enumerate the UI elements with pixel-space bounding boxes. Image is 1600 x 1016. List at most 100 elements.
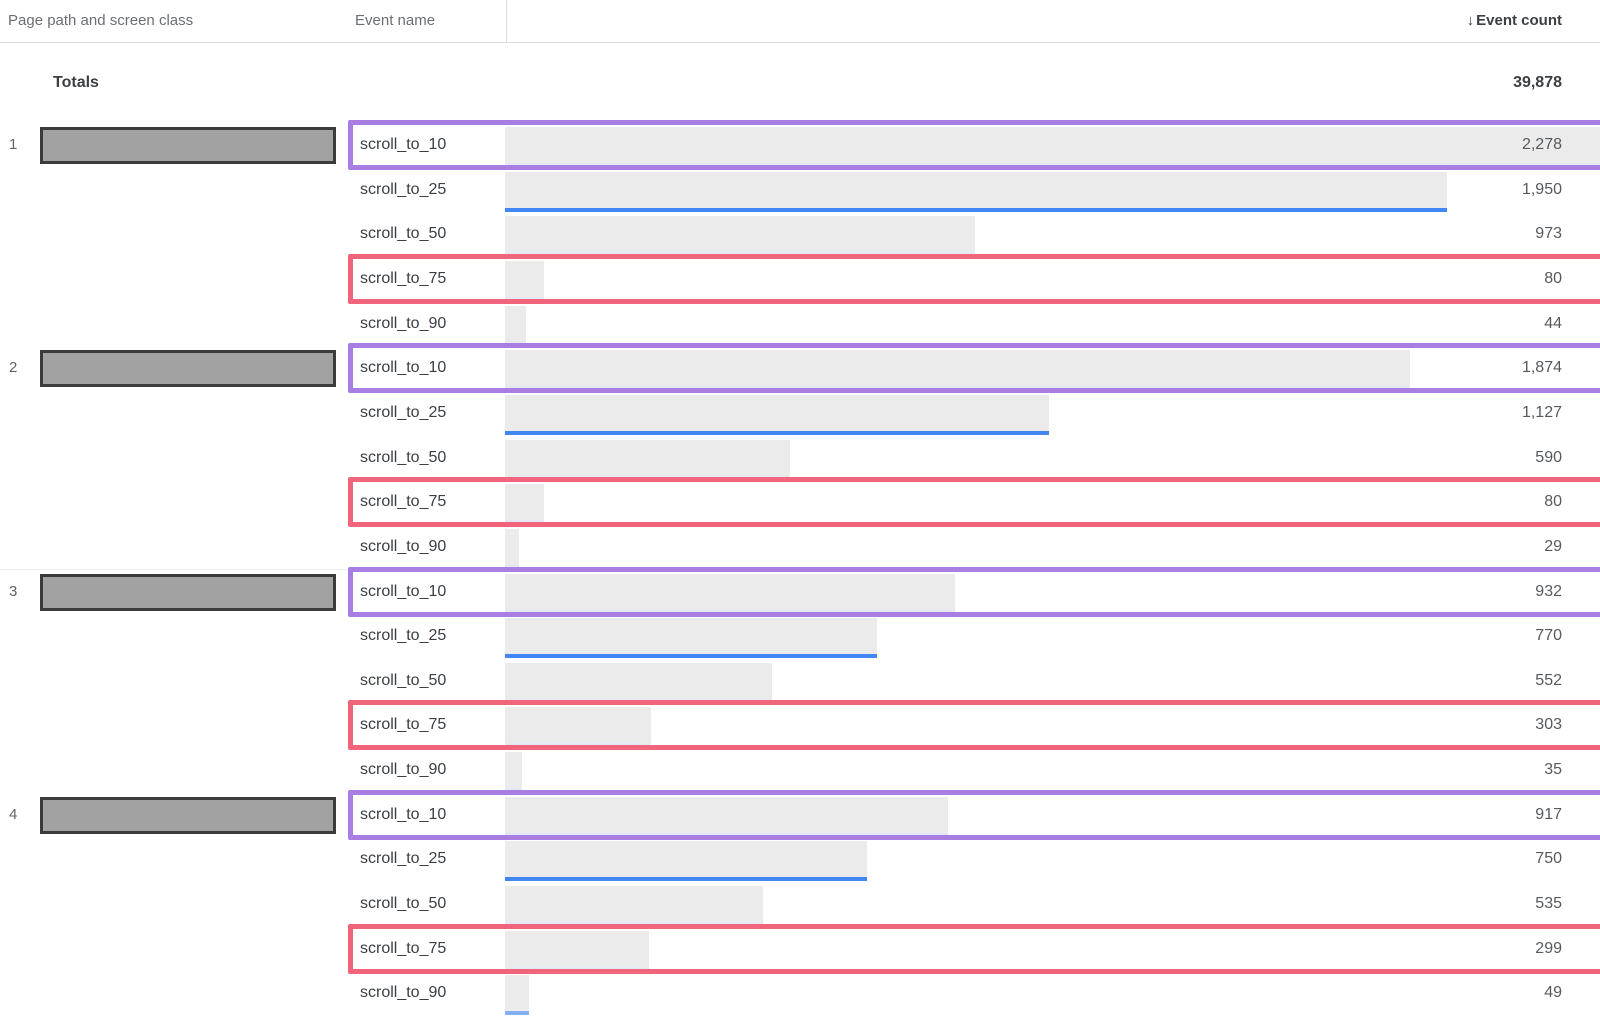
table-row: scroll_to_50 973	[0, 212, 1600, 258]
table-row: scroll_to_75 303	[0, 700, 1600, 751]
event-name-cell: scroll_to_75	[360, 493, 447, 511]
table-row: 4 scroll_to_10 917	[0, 789, 1600, 840]
event-count-bar	[505, 216, 975, 253]
event-name-cell: scroll_to_50	[360, 671, 447, 689]
table-header-row: Page path and screen class Event name ↓ E…	[0, 0, 1600, 43]
event-name-cell: scroll_to_10	[360, 805, 447, 823]
column-header-event-name[interactable]: Event name	[355, 12, 436, 29]
column-header-page-path[interactable]: Page path and screen class	[8, 12, 194, 29]
bar-underline	[505, 564, 519, 569]
event-count-bar	[505, 662, 772, 699]
event-count-bar	[505, 752, 522, 789]
event-name-cell: scroll_to_10	[360, 582, 447, 600]
event-name-cell: scroll_to_10	[360, 359, 447, 377]
event-name-cell: scroll_to_75	[360, 716, 447, 734]
row-index: 1	[9, 136, 18, 153]
event-name-cell: scroll_to_90	[360, 537, 447, 555]
event-count-bar	[505, 260, 544, 297]
event-count-bar	[505, 796, 948, 833]
event-count-bar	[505, 127, 1600, 163]
table-body: 1 scroll_to_10 2,278 scroll_to_25 1,950 scrol…	[0, 120, 1600, 1016]
event-count-value: 917	[1535, 805, 1562, 823]
event-count-value: 35	[1544, 761, 1562, 779]
table-row: scroll_to_50 590	[0, 435, 1600, 482]
event-name-cell: scroll_to_90	[360, 984, 447, 1002]
event-count-bar	[505, 305, 526, 342]
bar-comparison-line	[505, 207, 1447, 212]
bar-underline	[505, 341, 526, 346]
event-count-value: 1,950	[1521, 180, 1562, 198]
row-index: 2	[9, 359, 18, 377]
event-name-cell: scroll_to_25	[360, 180, 447, 198]
event-count-bar	[505, 707, 651, 744]
event-count-bar	[505, 573, 955, 610]
column-header-event-count[interactable]: ↓ Event count	[1467, 0, 1562, 42]
bar-underline	[505, 832, 948, 837]
event-count-bar	[505, 171, 1447, 208]
event-name-cell: scroll_to_50	[360, 448, 447, 466]
event-name-cell: scroll_to_10	[360, 136, 447, 153]
event-name-cell: scroll_to_75	[360, 939, 447, 957]
table-row: scroll_to_90 44	[0, 301, 1600, 348]
totals-row: Totals 39,878	[0, 43, 1600, 124]
bar-underline	[505, 922, 763, 927]
bar-underline	[505, 163, 1600, 167]
bar-comparison-line	[505, 1011, 529, 1016]
bar-underline	[505, 252, 975, 257]
event-count-value: 299	[1535, 939, 1562, 957]
bar-comparison-line	[505, 654, 877, 659]
redacted-page-path	[40, 127, 336, 164]
redacted-page-path	[40, 350, 336, 388]
event-count-bar	[505, 350, 1410, 387]
bar-comparison-line	[505, 877, 867, 882]
event-count-bar	[505, 930, 649, 967]
event-name-cell: scroll_to_25	[360, 403, 447, 421]
table-row: 1 scroll_to_10 2,278	[0, 120, 1600, 170]
event-count-bar	[505, 886, 763, 923]
bar-underline	[505, 609, 955, 614]
event-count-bar	[505, 439, 790, 476]
event-count-value: 750	[1535, 850, 1562, 868]
event-count-value: 80	[1544, 269, 1562, 287]
event-count-bar	[505, 975, 529, 1012]
table-row: scroll_to_25 1,127	[0, 390, 1600, 437]
event-name-cell: scroll_to_90	[360, 761, 447, 779]
bar-underline	[505, 788, 522, 793]
table-row: scroll_to_75 80	[0, 253, 1600, 304]
table-row: 3 scroll_to_10 932	[0, 566, 1600, 617]
event-count-value: 303	[1535, 716, 1562, 734]
table-row: scroll_to_50 552	[0, 658, 1600, 705]
event-name-cell: scroll_to_90	[360, 314, 447, 332]
totals-label: Totals	[53, 74, 99, 91]
table-row: scroll_to_25 1,950	[0, 167, 1600, 214]
table-row: scroll_to_90 35	[0, 748, 1600, 794]
event-count-value: 80	[1544, 493, 1562, 511]
totals-event-count: 39,878	[1513, 74, 1562, 91]
table-row: scroll_to_25 770	[0, 614, 1600, 660]
column-header-event-count-label: Event count	[1476, 12, 1562, 29]
event-count-bar	[505, 841, 867, 878]
event-count-value: 29	[1544, 537, 1562, 555]
event-name-cell: scroll_to_75	[360, 269, 447, 287]
event-name-cell: scroll_to_50	[360, 895, 447, 913]
bar-underline	[505, 520, 544, 525]
row-index: 4	[9, 805, 18, 823]
event-count-bar	[505, 618, 877, 655]
table-row: scroll_to_50 535	[0, 882, 1600, 928]
event-count-value: 1,874	[1521, 359, 1562, 377]
table-row: scroll_to_75 299	[0, 923, 1600, 974]
event-count-value: 932	[1535, 582, 1562, 600]
event-count-bar	[505, 484, 544, 521]
event-count-value: 49	[1544, 984, 1562, 1002]
event-count-value: 1,127	[1521, 403, 1562, 421]
bar-underline	[505, 966, 649, 971]
bar-underline	[505, 743, 651, 748]
table-row: scroll_to_90 49	[0, 971, 1600, 1016]
event-count-value: 973	[1535, 225, 1562, 243]
event-name-cell: scroll_to_50	[360, 225, 447, 243]
event-count-value: 590	[1535, 448, 1562, 466]
redacted-page-path	[40, 796, 336, 834]
bar-underline	[505, 698, 772, 703]
event-count-value: 2,278	[1521, 136, 1562, 153]
